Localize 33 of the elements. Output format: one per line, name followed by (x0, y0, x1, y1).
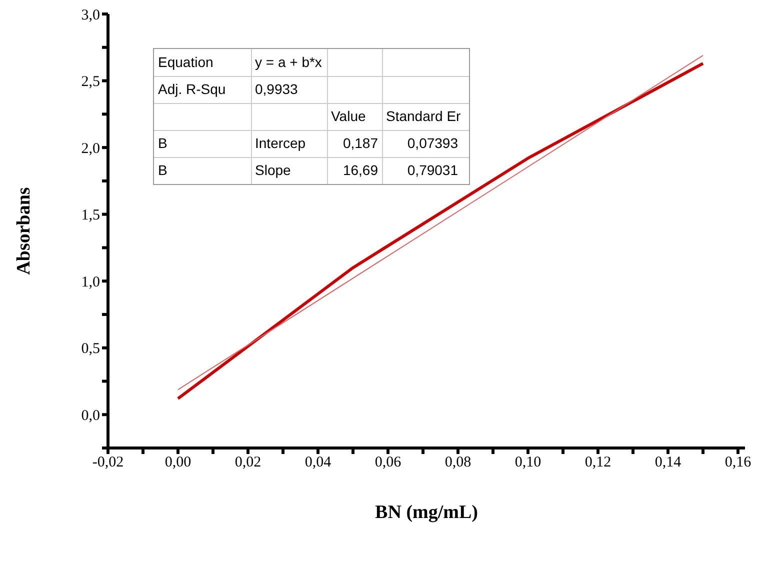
annotation: B (158, 135, 168, 151)
annotation: Standard Er (386, 108, 461, 124)
annotation: 16,69 (342, 162, 378, 178)
y-tick-label: 0,5 (81, 341, 100, 358)
annotation: 0,9933 (255, 81, 299, 97)
x-tick-label: 0,12 (584, 454, 612, 471)
x-tick-label: 0,04 (304, 454, 332, 471)
y-tick-label: 0,0 (81, 408, 100, 424)
x-tick-label: -0,02 (92, 454, 124, 471)
x-tick-label: 0,08 (444, 454, 472, 471)
y-tick-label: 1,0 (81, 274, 100, 290)
x-tick-label: 0,00 (164, 454, 192, 471)
x-tick-label: 0,06 (374, 454, 402, 471)
y-tick-label: 3,0 (81, 7, 100, 24)
annotation: y = a + b*x (255, 54, 323, 70)
x-axis-title: BN (mg/mL) (375, 502, 478, 523)
x-tick-label: 0,14 (654, 454, 682, 471)
y-tick-label: 2,5 (81, 74, 100, 90)
x-tick-label: 0,10 (514, 454, 542, 471)
annotation: 0,79031 (406, 162, 458, 178)
annotation: Value (331, 108, 367, 124)
annotation: Slope (255, 162, 292, 178)
x-tick-label: 0,16 (724, 454, 752, 471)
y-axis-title: Absorbans (14, 187, 35, 275)
y-tick-label: 2,0 (81, 140, 100, 157)
annotation: Equation (158, 54, 214, 70)
annotation: Adj. R-Squ (158, 81, 227, 97)
annotation: 0,187 (342, 135, 378, 151)
annotation: Intercep (255, 135, 307, 151)
annotation: 0,07393 (406, 135, 458, 151)
annotation: B (158, 162, 168, 178)
x-tick-label: 0,02 (234, 454, 262, 471)
y-tick-label: 1,5 (81, 208, 100, 224)
